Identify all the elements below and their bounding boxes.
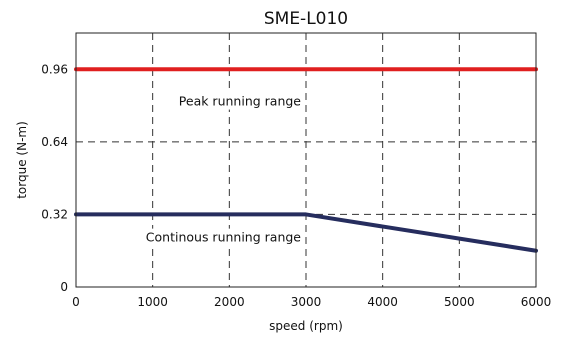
chart-title: SME-L010 — [264, 9, 348, 29]
annotation-label: Peak running range — [179, 94, 302, 109]
y-tick-label: 0.32 — [41, 207, 68, 221]
x-axis-label: speed (rpm) — [269, 319, 343, 333]
plot-frame — [75, 32, 537, 288]
annotations: Peak running range Continous running rang… — [142, 92, 305, 246]
x-tick-label: 5000 — [444, 295, 475, 309]
annotation-label: Continous running range — [146, 230, 302, 245]
x-tick-label: 4000 — [367, 295, 398, 309]
x-tick-labels: 0 1000 2000 3000 4000 5000 6000 — [72, 295, 551, 309]
x-tick-label: 1000 — [137, 295, 168, 309]
y-axis-label: torque (N-m) — [15, 121, 29, 199]
series-line-2 — [74, 212, 538, 253]
x-tick-label: 2000 — [214, 295, 245, 309]
y-tick-label: 0.96 — [41, 62, 68, 76]
annotation-background — [142, 228, 305, 246]
y-tick-label: 0.64 — [41, 135, 68, 149]
x-tick-label: 3000 — [291, 295, 322, 309]
y-tick-label: 0 — [60, 280, 68, 294]
annotation-background — [175, 92, 305, 110]
y-tick-labels: 0 0.32 0.64 0.96 — [41, 62, 68, 294]
x-tick-label: 0 — [72, 295, 80, 309]
series-layer — [74, 67, 538, 253]
x-tick-label: 6000 — [521, 295, 552, 309]
